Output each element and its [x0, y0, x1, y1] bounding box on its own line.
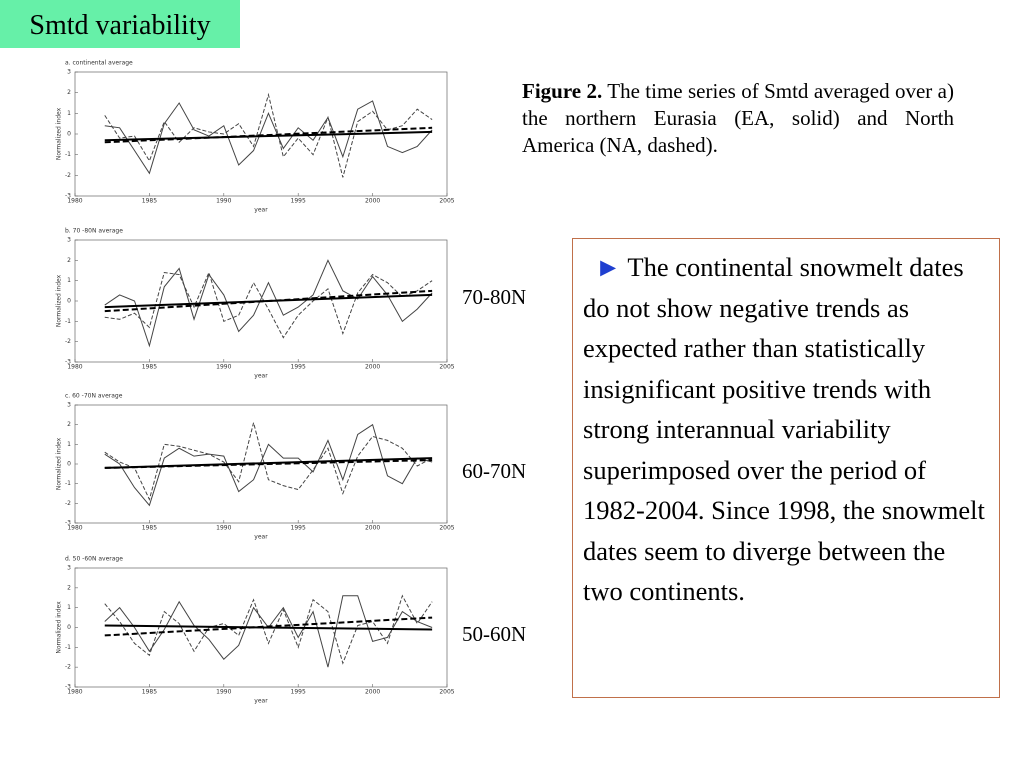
y-tick-label: -2 [65, 500, 71, 507]
x-tick-label: 2000 [365, 689, 380, 696]
x-tick-label: 1985 [142, 198, 157, 205]
x-axis-label: year [254, 534, 268, 541]
y-axis-label: Normalized index [56, 601, 63, 654]
caption-label: Figure 2. [522, 79, 603, 103]
y-tick-label: 2 [67, 421, 71, 428]
y-tick-label: -1 [65, 151, 71, 158]
caption: Figure 2. The time series of Smtd averag… [522, 78, 954, 159]
y-tick-label: 0 [67, 131, 71, 138]
x-tick-label: 2000 [365, 198, 380, 205]
x-tick-label: 1995 [291, 364, 306, 371]
chart-title: a. continental average [65, 60, 133, 67]
chart-title: c. 60 -70N average [65, 393, 123, 400]
slide-title: Smtd variability [0, 0, 240, 48]
y-tick-label: 0 [67, 461, 71, 468]
trend-line [104, 130, 433, 142]
x-axis-label: year [254, 207, 268, 214]
x-tick-label: 1980 [67, 198, 82, 205]
x-tick-label: 1985 [142, 689, 157, 696]
x-tick-label: 2000 [365, 525, 380, 532]
x-tick-label: 1995 [291, 525, 306, 532]
x-tick-label: 1985 [142, 364, 157, 371]
trend-line [104, 289, 433, 313]
series-line [104, 259, 433, 348]
chart-title: d. 50 -60N average [65, 556, 123, 563]
trend-line [104, 616, 433, 637]
y-tick-label: -3 [65, 193, 71, 200]
x-tick-label: 2005 [439, 364, 454, 371]
chart-title: b. 70 -80N average [65, 228, 123, 235]
x-tick-label: 1990 [216, 525, 231, 532]
x-tick-label: 2005 [439, 525, 454, 532]
region-label: 70-80N [462, 285, 527, 309]
x-tick-label: 1995 [291, 689, 306, 696]
y-tick-label: 3 [67, 69, 71, 76]
x-tick-label: 2000 [365, 364, 380, 371]
trend-line [104, 126, 433, 144]
y-axis-label: Normalized index [56, 274, 63, 327]
x-axis-label: year [254, 698, 268, 705]
y-tick-label: -1 [65, 644, 71, 651]
note-text: The continental snowmelt dates do not sh… [583, 252, 985, 606]
series-line [104, 423, 433, 507]
y-tick-label: -2 [65, 172, 71, 179]
y-tick-label: 3 [67, 565, 71, 572]
y-tick-label: -1 [65, 318, 71, 325]
region-label: 50-60N [462, 622, 527, 646]
region-label: 60-70N [462, 459, 527, 483]
series-line [104, 92, 433, 178]
x-tick-label: 1995 [291, 198, 306, 205]
y-tick-label: -1 [65, 480, 71, 487]
note-box: ► The continental snowmelt dates do not … [572, 238, 1000, 698]
x-tick-label: 1980 [67, 525, 82, 532]
y-tick-label: -3 [65, 359, 71, 366]
series-line [104, 100, 433, 175]
series-line [104, 595, 433, 668]
x-tick-label: 2005 [439, 198, 454, 205]
y-tick-label: 3 [67, 237, 71, 244]
x-tick-label: 2005 [439, 689, 454, 696]
y-tick-label: 1 [67, 604, 71, 611]
series-line [104, 422, 433, 501]
y-tick-label: -2 [65, 664, 71, 671]
y-tick-label: -3 [65, 520, 71, 527]
x-tick-label: 1980 [67, 689, 82, 696]
y-tick-label: -2 [65, 338, 71, 345]
x-axis-label: year [254, 373, 268, 380]
caption-text: The time series of Smtd averaged over a)… [522, 79, 954, 157]
y-tick-label: 0 [67, 624, 71, 631]
y-tick-label: 0 [67, 298, 71, 305]
x-tick-label: 1985 [142, 525, 157, 532]
x-tick-label: 1990 [216, 198, 231, 205]
y-tick-label: -3 [65, 684, 71, 691]
y-tick-label: 1 [67, 441, 71, 448]
y-tick-label: 2 [67, 257, 71, 264]
series-line [104, 271, 433, 339]
plot-frame [74, 71, 448, 197]
trend-line [104, 459, 433, 469]
x-tick-label: 1990 [216, 364, 231, 371]
bullet: ► [595, 252, 622, 282]
y-tick-label: 1 [67, 110, 71, 117]
y-tick-label: 1 [67, 277, 71, 284]
y-tick-label: 3 [67, 402, 71, 409]
y-tick-label: 2 [67, 89, 71, 96]
x-tick-label: 1980 [67, 364, 82, 371]
y-tick-label: 2 [67, 584, 71, 591]
x-tick-label: 1990 [216, 689, 231, 696]
y-axis-label: Normalized index [56, 437, 63, 490]
y-axis-label: Normalized index [56, 107, 63, 160]
